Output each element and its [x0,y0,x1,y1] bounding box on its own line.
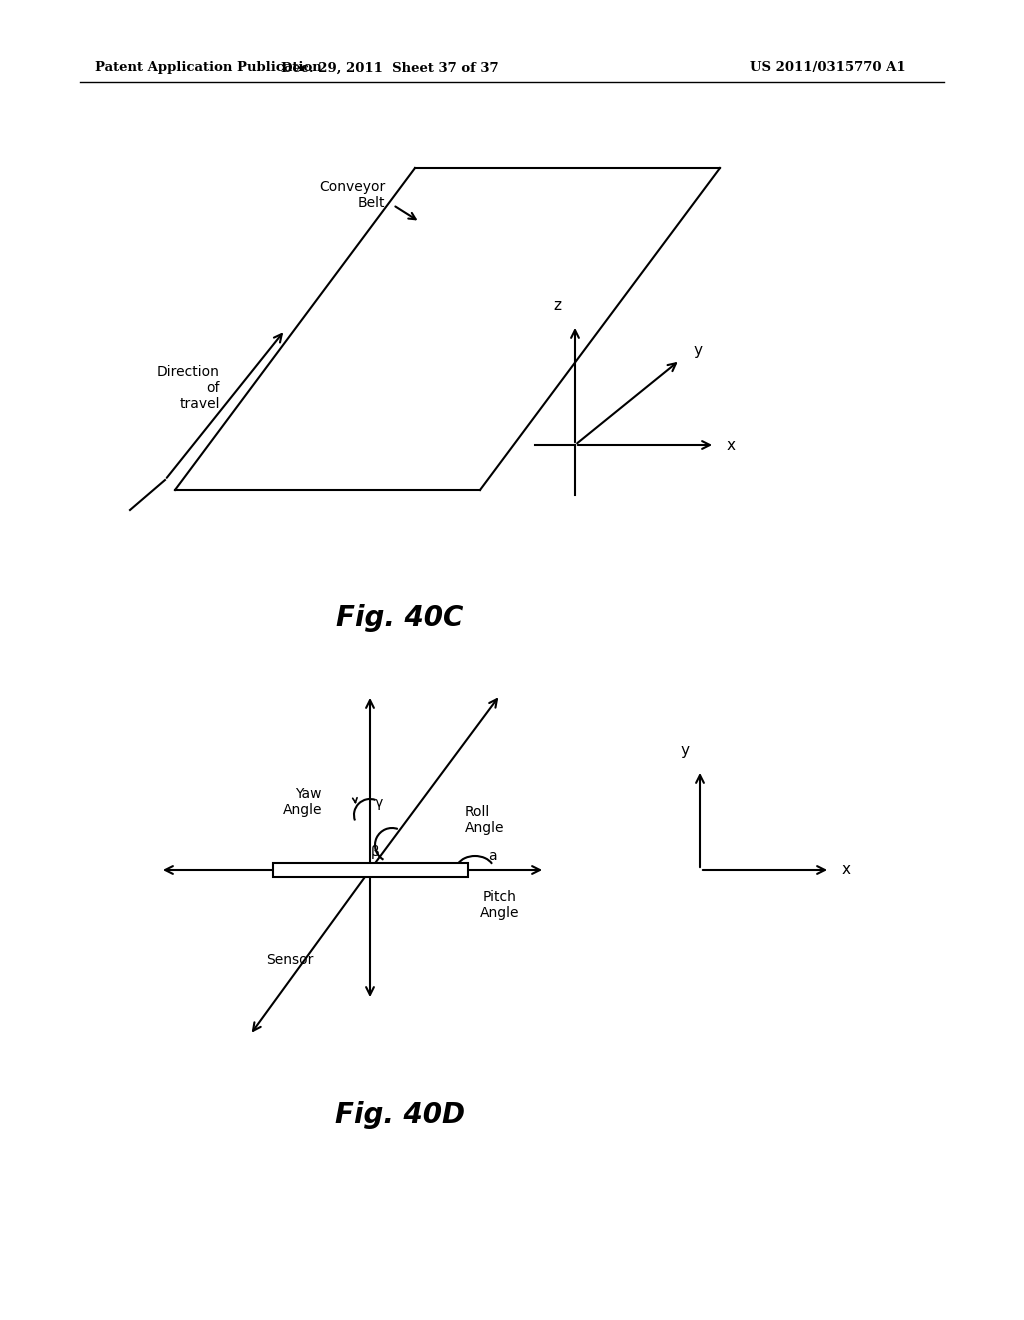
Text: Fig. 40C: Fig. 40C [336,605,464,632]
Text: β: β [372,845,380,859]
Text: Direction
of
travel: Direction of travel [157,364,220,412]
Text: Yaw
Angle: Yaw Angle [283,787,322,817]
Text: y: y [693,342,702,358]
Text: a: a [488,849,497,863]
Text: Pitch
Angle: Pitch Angle [480,890,520,920]
Text: Dec. 29, 2011  Sheet 37 of 37: Dec. 29, 2011 Sheet 37 of 37 [282,62,499,74]
Text: Conveyor
Belt: Conveyor Belt [318,180,385,210]
Text: γ: γ [375,796,383,810]
Bar [273,863,468,876]
Text: x: x [727,437,736,453]
Text: z: z [553,298,561,313]
Text: Roll
Angle: Roll Angle [465,805,505,836]
Text: Patent Application Publication: Patent Application Publication [95,62,322,74]
Text: Fig. 40D: Fig. 40D [335,1101,465,1129]
Text: US 2011/0315770 A1: US 2011/0315770 A1 [750,62,905,74]
Text: y: y [681,743,689,758]
Text: x: x [842,862,851,878]
Text: Sensor: Sensor [266,953,313,968]
